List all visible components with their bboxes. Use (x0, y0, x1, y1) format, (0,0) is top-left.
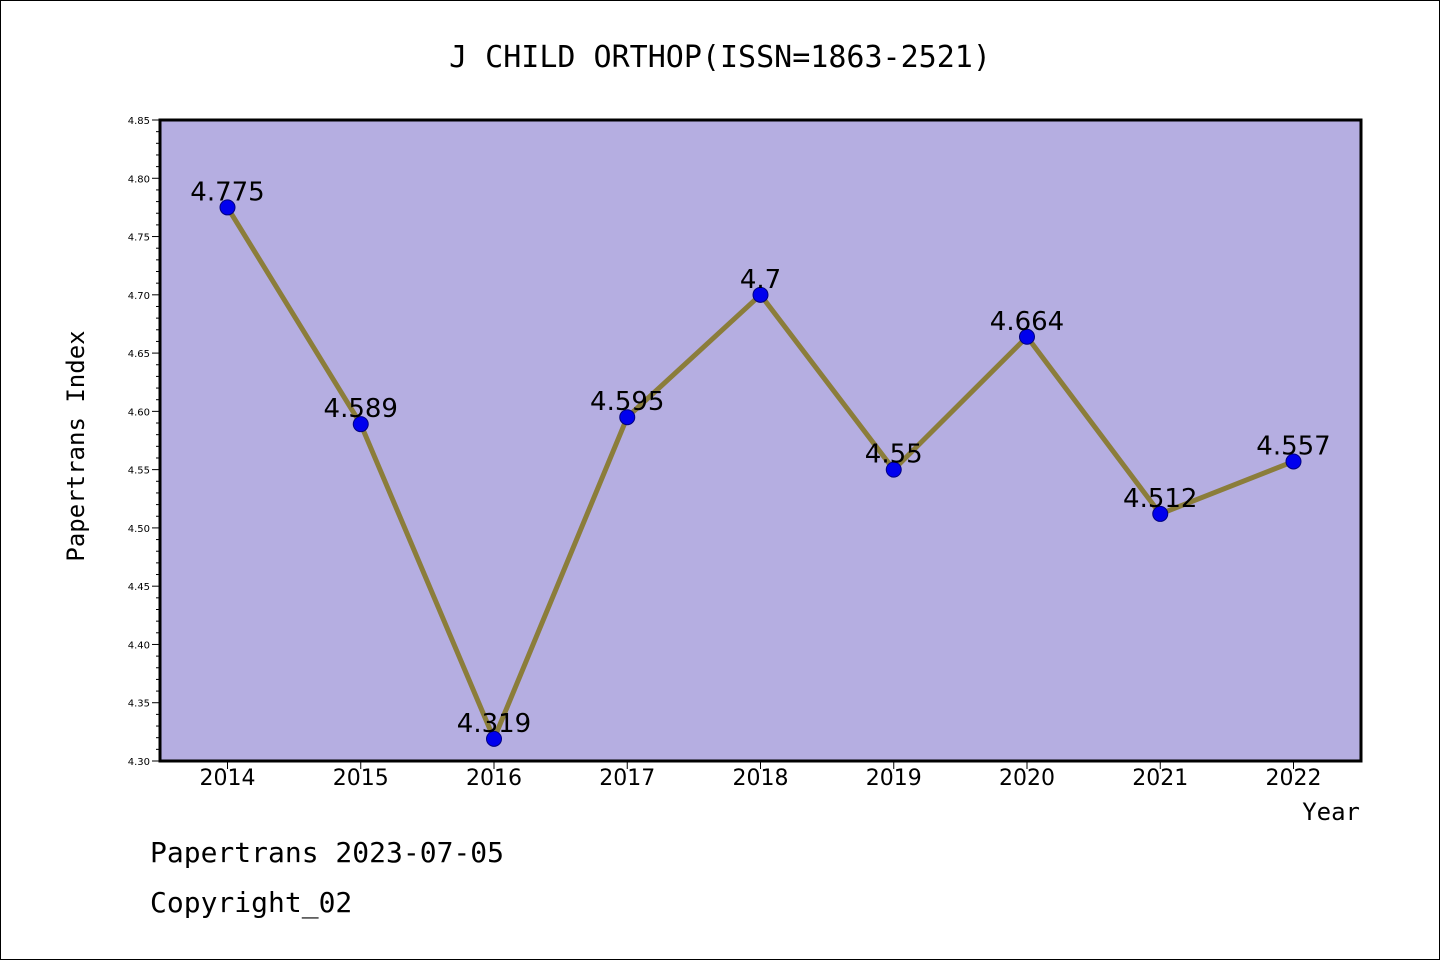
y-tick-label: 4.75 (128, 233, 150, 244)
y-axis-title: Papertrans Index (62, 330, 90, 561)
x-axis-ticks: 2014 2015 2016 2017 2018 2019 2020 2021 2022 (200, 761, 1322, 791)
x-tick-label: 2014 (200, 766, 256, 791)
x-tick-label: 2015 (333, 766, 389, 791)
y-tick-label: 4.65 (128, 349, 150, 360)
data-label: 4.55 (865, 440, 923, 470)
x-tick-label: 2022 (1266, 766, 1322, 791)
data-point-marker (486, 730, 502, 747)
y-tick-label: 4.50 (128, 524, 150, 535)
y-tick-label: 4.60 (128, 407, 150, 418)
footer-copyright: Copyright_02 (150, 886, 353, 919)
data-label: 4.775 (190, 177, 264, 207)
x-tick-label: 2019 (866, 766, 922, 791)
plot-area (160, 120, 1361, 761)
data-point-marker (352, 416, 369, 433)
y-tick-label: 4.80 (128, 174, 150, 185)
data-point-marker (219, 199, 236, 216)
y-tick-label: 4.45 (128, 582, 150, 593)
x-tick-label: 2018 (733, 766, 789, 791)
x-tick-label: 2020 (999, 766, 1055, 791)
data-point-marker (885, 461, 902, 478)
x-tick-label: 2017 (599, 766, 655, 791)
data-label: 4.319 (457, 709, 531, 739)
y-tick-label: 4.55 (128, 466, 150, 477)
x-tick-label: 2021 (1132, 766, 1188, 791)
data-label: 4.589 (324, 394, 398, 424)
data-label: 4.664 (990, 307, 1064, 337)
data-point-marker (1285, 453, 1302, 470)
data-label: 4.512 (1123, 484, 1197, 514)
data-point-marker (1152, 505, 1169, 522)
chart-title: J CHILD ORTHOP(ISSN=1863-2521) (449, 40, 991, 75)
y-tick-label: 4.30 (128, 757, 150, 768)
y-tick-label: 4.70 (128, 291, 150, 302)
footer-date: Papertrans 2023-07-05 (150, 836, 505, 869)
x-tick-label: 2016 (466, 766, 522, 791)
plot-border (158, 118, 1363, 763)
data-label: 4.557 (1256, 431, 1330, 461)
y-axis-ticks: 4.30 4.35 4.40 4.45 4.50 4.55 4.60 4.65 4.70 4.75… (128, 116, 160, 768)
y-tick-label: 4.40 (128, 640, 150, 651)
data-labels: 4.775 4.589 4.319 4.595 4.7 4.55 4.664 4.512 4.5… (190, 177, 1330, 738)
y-tick-label: 4.85 (128, 116, 150, 127)
x-axis-title: Year (1302, 798, 1360, 826)
data-point-marker (752, 286, 769, 303)
y-tick-label: 4.35 (128, 699, 150, 710)
data-point-marker (619, 409, 636, 426)
data-label: 4.7 (740, 265, 781, 295)
data-point-marker (1019, 328, 1035, 345)
data-label: 4.595 (590, 387, 664, 417)
series-line-group (219, 199, 1302, 747)
